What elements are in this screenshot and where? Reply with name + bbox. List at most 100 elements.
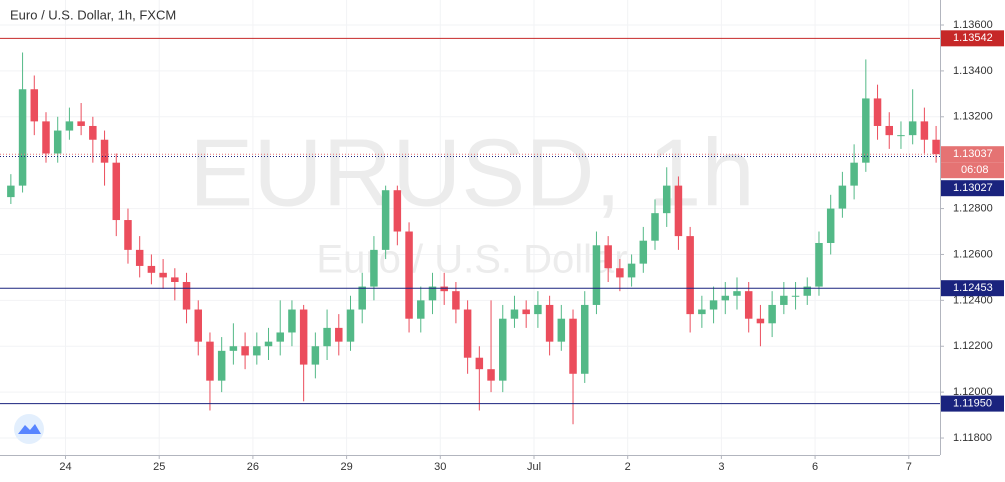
price-label: 1.11950 [953, 398, 992, 410]
candle-body [499, 318, 507, 381]
candle-body [651, 213, 659, 241]
candle-body [592, 245, 601, 305]
candle-body [803, 286, 812, 296]
price-label-box [941, 280, 1004, 297]
y-tick-label: 1.12200 [953, 340, 993, 352]
candle-body [873, 98, 882, 126]
candle-body [124, 220, 132, 250]
candle-body [440, 286, 448, 292]
y-tick-label: 1.12800 [953, 202, 993, 214]
candle-body [171, 277, 179, 282]
watermark-subtitle: Euro / U.S. Dollar [316, 238, 627, 282]
candle-body [159, 272, 167, 278]
plot [0, 37, 940, 425]
y-tick-label: 1.11800 [953, 432, 992, 444]
candle-body [920, 121, 929, 140]
x-tick-label: 25 [153, 461, 165, 473]
candle-body [674, 185, 683, 237]
candle-body [241, 346, 249, 356]
y-tick-label: 1.13600 [953, 19, 993, 31]
candle-body [791, 295, 800, 297]
candle-body [662, 185, 671, 214]
x-tick-label: 26 [247, 461, 259, 473]
candle-body [135, 249, 144, 266]
candle-body [358, 286, 366, 310]
price-label: 1.13027 [953, 182, 993, 194]
candle-body [709, 300, 718, 310]
candle-body [405, 231, 413, 319]
price-label: 1.13037 [953, 148, 993, 160]
x-tick-label: 3 [718, 461, 724, 473]
x-tick-label: Jul [527, 461, 541, 473]
candle-body [604, 245, 612, 269]
price-label: 1.12453 [953, 282, 993, 294]
y-tick-label: 1.12400 [953, 294, 993, 306]
candle-body [452, 291, 460, 310]
candle-body [7, 185, 15, 198]
candle-body [885, 125, 893, 136]
candle-body [370, 249, 378, 287]
candle-body [756, 318, 765, 324]
candle-body [522, 309, 530, 315]
candle-body [65, 121, 74, 131]
candle-body [18, 89, 27, 186]
countdown: 06:08 [961, 164, 989, 176]
candle-body [639, 240, 648, 264]
price-label-box [941, 30, 1004, 47]
candle-body [89, 125, 97, 140]
x-tick-label: 7 [906, 461, 912, 473]
candle-body [744, 291, 753, 319]
candle-body [147, 265, 156, 273]
candle-body [698, 309, 706, 315]
x-tick-label: 6 [812, 461, 818, 473]
candle-body [417, 300, 425, 319]
candle-body [569, 318, 577, 374]
axes: 1.13600 1.13400 1.13200 1.12800 1.12600 1.124… [59, 19, 1004, 473]
watermark: EURUSD, 1h [189, 119, 755, 226]
y-tick-label: 1.13200 [953, 111, 993, 123]
candle-body [838, 185, 847, 209]
candle-body [288, 309, 296, 333]
price-label-box [941, 146, 1004, 163]
candle-body [100, 139, 109, 163]
candle-body [557, 318, 566, 342]
candle-body [580, 304, 589, 374]
candle-body [463, 309, 472, 358]
candle-body [510, 309, 519, 319]
logo [14, 414, 44, 444]
candle-body [686, 236, 694, 315]
candle-body [487, 369, 495, 381]
x-tick-label: 24 [59, 461, 71, 473]
y-tick-label: 1.13400 [953, 65, 993, 77]
candle-body [311, 346, 320, 365]
y-tick-label: 1.12600 [953, 248, 993, 260]
candle-body [206, 341, 214, 381]
candle-body [229, 346, 238, 351]
price-label-box [941, 180, 1004, 197]
candle-body [534, 304, 542, 315]
candle-body [323, 327, 331, 347]
candle-body [826, 208, 835, 243]
candle-body [428, 286, 437, 301]
x-tick-label: 2 [625, 461, 631, 473]
candle-body [335, 327, 343, 342]
price-label-box [941, 395, 1004, 412]
candle-body [381, 190, 390, 250]
chart-title: Euro / U.S. Dollar, 1h, FXCM [10, 7, 176, 22]
candle-body [908, 121, 917, 136]
candle-body [616, 268, 624, 278]
candle-body [862, 98, 870, 163]
candle-body [897, 135, 905, 137]
candle-body [850, 162, 858, 186]
candle-body [182, 281, 191, 310]
candle-body [475, 357, 484, 370]
candle-body [77, 121, 85, 126]
candle-body [276, 332, 284, 342]
candle-body [780, 295, 788, 305]
candle-body [253, 346, 261, 356]
price-label: 1.13542 [953, 32, 993, 44]
x-tick-label: 30 [434, 461, 446, 473]
candle-body [545, 304, 554, 342]
